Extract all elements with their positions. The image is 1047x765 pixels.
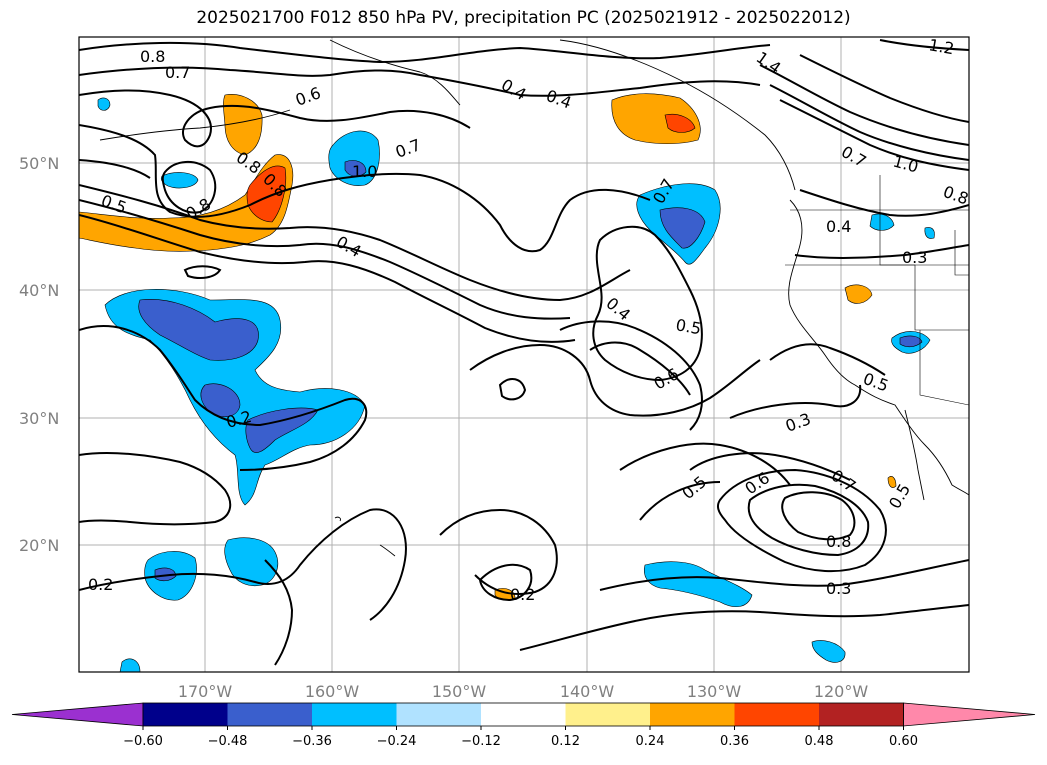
colorbar-segment <box>734 703 819 726</box>
lon-label: 130°W <box>687 682 742 701</box>
longitude-labels: 170°W 160°W 150°W 140°W 130°W 120°W <box>178 682 869 701</box>
colorbar-tick-label: −0.48 <box>208 734 248 749</box>
lat-label: 50°N <box>19 154 59 173</box>
colorbar-segment <box>312 703 397 726</box>
borders <box>785 175 969 406</box>
colorbar-extend-high <box>903 702 1036 727</box>
contour-label: 0.3 <box>826 579 851 598</box>
contour-label: 0.2 <box>510 585 535 604</box>
colorbar-segment <box>143 703 228 726</box>
colorbar-segment <box>481 703 566 726</box>
graticule <box>79 37 969 672</box>
lon-label: 150°W <box>432 682 487 701</box>
colorbar-tick-label: −0.12 <box>461 734 501 749</box>
map-title: 2025021700 F012 850 hPa PV, precipitatio… <box>196 8 851 28</box>
lat-label: 30°N <box>19 409 59 428</box>
colorbar-segment <box>650 703 735 726</box>
colorbar-extend-low <box>11 702 144 727</box>
lat-label: 20°N <box>19 536 59 555</box>
contour-label: 0.5 <box>674 315 702 338</box>
colorbar-segment <box>227 703 312 726</box>
contour-label: 1.0 <box>352 162 377 181</box>
neg-area-north <box>328 130 380 186</box>
contour-label: 0.2 <box>88 575 113 594</box>
map-frame <box>78 36 970 673</box>
colorbar: −0.60 −0.48 −0.36 −0.24 −0.12 0.12 0.24 0.36 0.4… <box>11 702 1036 749</box>
colorbar-tick-label: 0.24 <box>636 734 665 749</box>
colorbar-segment <box>819 703 904 726</box>
neg-area-hawaii-west <box>224 537 279 587</box>
contour-label: 0.4 <box>826 217 851 236</box>
colorbar-tick-label: 0.12 <box>551 734 580 749</box>
colorbar-tick-label: −0.60 <box>123 734 163 749</box>
contour-label: 0.7 <box>165 63 190 82</box>
lon-label: 120°W <box>814 682 869 701</box>
lon-label: 140°W <box>560 682 615 701</box>
latitude-labels: 50°N 40°N 30°N 20°N <box>19 154 59 555</box>
lat-label: 40°N <box>19 281 59 300</box>
neg-area-central-pacific-core <box>138 299 259 361</box>
contour-label: 0.8 <box>826 532 851 551</box>
contour-label: 1.2 <box>927 35 955 58</box>
precip-negative-areas <box>97 97 935 672</box>
lon-label: 160°W <box>305 682 360 701</box>
pv-contours <box>79 39 969 666</box>
colorbar-tick-label: 0.60 <box>889 734 918 749</box>
colorbar-outline <box>142 702 904 727</box>
colorbar-tick-label: −0.24 <box>377 734 417 749</box>
lon-label: 170°W <box>178 682 233 701</box>
contour-label: 0.8 <box>140 47 165 66</box>
colorbar-segment <box>565 703 650 726</box>
colorbar-tick-label: 0.36 <box>720 734 749 749</box>
coastlines <box>99 39 969 557</box>
colorbar-tick-label: 0.48 <box>805 734 834 749</box>
contour-label: 0.3 <box>902 248 927 267</box>
colorbar-tick-label: −0.36 <box>292 734 332 749</box>
neg-area-southeast <box>643 561 753 608</box>
colorbar-segment <box>396 703 481 726</box>
